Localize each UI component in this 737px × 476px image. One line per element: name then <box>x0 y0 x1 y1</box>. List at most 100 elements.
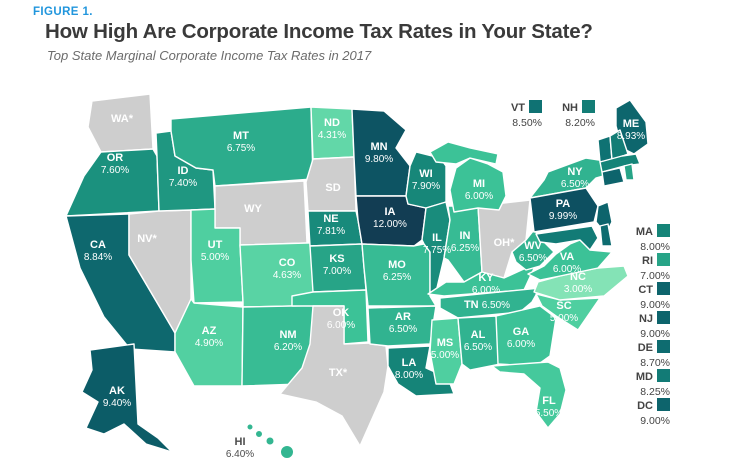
state-label-CA: 8.84% <box>84 252 112 263</box>
state-label-SC: 5.00% <box>550 313 578 324</box>
state-label-WA: WA* <box>111 113 134 125</box>
state-shape-TX <box>279 305 389 447</box>
state-shape-HI <box>280 445 294 459</box>
state-label-CA: CA <box>90 239 106 251</box>
state-label-NE: 7.81% <box>317 226 345 237</box>
state-label-TN: TN 6.50% <box>464 299 510 311</box>
legend-item-MA: MA 8.00% <box>636 224 670 253</box>
state-label-KS: 7.00% <box>323 266 351 277</box>
legend-item-NJ: NJ 9.00% <box>639 311 670 340</box>
state-shape-GA <box>495 305 557 367</box>
legend-swatch-MA <box>657 224 670 237</box>
state-label-ND: 4.31% <box>318 130 346 141</box>
legend-value-NH: 8.20% <box>565 117 595 129</box>
state-label-ND: ND <box>324 117 340 129</box>
legend-label-RI: RI <box>642 255 653 267</box>
state-shape-MO <box>361 243 437 307</box>
state-label-MI: 6.00% <box>465 191 493 202</box>
page-title: How High Are Corporate Income Tax Rates … <box>45 20 593 43</box>
legend-value-MD: 8.25% <box>640 386 670 398</box>
state-label-HI: HI <box>235 436 246 448</box>
state-label-AZ: AZ <box>202 325 217 337</box>
state-label-IN: 6.25% <box>451 243 479 254</box>
legend-value-DC: 9.00% <box>640 415 670 427</box>
state-label-WV: WV <box>524 240 542 252</box>
state-label-FL: FL <box>542 395 556 407</box>
state-label-OR: 7.60% <box>101 165 129 176</box>
state-shape-FL <box>491 361 567 429</box>
state-label-KY: KY <box>478 272 494 284</box>
state-label-WI: WI <box>419 168 432 180</box>
state-label-AR: AR <box>395 311 411 323</box>
state-shape-MI <box>429 141 499 165</box>
state-label-ME: ME <box>623 118 640 130</box>
legend-label-MD: MD <box>636 371 653 383</box>
state-shape-AZ <box>174 298 244 387</box>
state-shape-DE <box>599 223 613 247</box>
state-label-VA: VA <box>560 251 575 263</box>
state-label-TX: TX* <box>329 367 348 379</box>
state-label-MN: 9.80% <box>365 154 393 165</box>
state-label-AL: 6.50% <box>464 342 492 353</box>
state-label-OK: 6.00% <box>327 320 355 331</box>
state-label-GA: 6.00% <box>507 339 535 350</box>
state-label-MS: 5.00% <box>431 350 459 361</box>
legend-item-NH: NH 8.20% <box>562 100 595 129</box>
state-label-NV: NV* <box>137 233 157 245</box>
state-label-MO: MO <box>388 259 406 271</box>
state-shape-PA <box>529 187 599 233</box>
legend-swatch-DC <box>657 398 670 411</box>
state-label-ME: 8.93% <box>617 131 645 142</box>
state-label-VA: 6.00% <box>553 264 581 275</box>
state-label-NC: NC <box>570 271 586 283</box>
legend-label-NJ: NJ <box>639 313 653 325</box>
state-label-WY: WY <box>244 203 262 215</box>
state-label-KY: 6.00% <box>472 285 500 296</box>
legend-swatch-CT <box>657 282 670 295</box>
legend-item-VT: VT 8.50% <box>511 100 542 129</box>
state-label-IL: IL <box>432 232 442 244</box>
state-label-NY: 6.50% <box>561 179 589 190</box>
state-label-PA: 9.99% <box>549 211 577 222</box>
state-label-IA: IA <box>385 206 396 218</box>
state-shape-CT <box>601 167 625 187</box>
state-label-NY: NY <box>567 166 583 178</box>
state-shape-AL <box>457 315 501 371</box>
state-label-LA: 8.00% <box>395 370 423 381</box>
state-label-NM: NM <box>279 329 296 341</box>
legend-value-CT: 9.00% <box>640 299 670 311</box>
legend-item-CT: CT 9.00% <box>638 282 670 311</box>
legend-value-NJ: 9.00% <box>640 328 670 340</box>
state-label-UT: UT <box>208 239 223 251</box>
state-label-KS: KS <box>329 253 344 265</box>
legend-swatch-NJ <box>657 311 670 324</box>
state-label-MO: 6.25% <box>383 272 411 283</box>
state-shape-AR <box>367 305 437 347</box>
state-label-SC: SC <box>556 300 571 312</box>
state-label-WI: 7.90% <box>412 181 440 192</box>
state-label-IL: 7.75% <box>423 245 451 256</box>
state-label-MN: MN <box>370 141 387 153</box>
state-label-OR: OR <box>107 152 124 164</box>
state-label-ID: 7.40% <box>169 178 197 189</box>
legend-item-RI: RI 7.00% <box>640 253 670 282</box>
legend-value-DE: 8.70% <box>640 357 670 369</box>
state-label-ID: ID <box>178 165 189 177</box>
figure-header: FIGURE 1. How High Are Corporate Income … <box>33 6 593 63</box>
state-shape-NH <box>609 129 629 161</box>
state-label-IA: 12.00% <box>373 219 407 230</box>
legend-item-DE: DE 8.70% <box>638 340 670 369</box>
legend-value-VT: 8.50% <box>512 117 542 129</box>
state-label-AL: AL <box>471 329 486 341</box>
legend-label-CT: CT <box>638 284 653 296</box>
state-label-FL: 5.50% <box>535 408 563 419</box>
legend-value-MA: 8.00% <box>640 241 670 253</box>
legend-value-RI: 7.00% <box>640 270 670 282</box>
state-label-OH: OH* <box>494 237 516 249</box>
state-label-NE: NE <box>323 213 338 225</box>
state-label-CO: 4.63% <box>273 270 301 281</box>
state-shape-AK <box>81 343 173 453</box>
state-label-AK: AK <box>109 385 125 397</box>
